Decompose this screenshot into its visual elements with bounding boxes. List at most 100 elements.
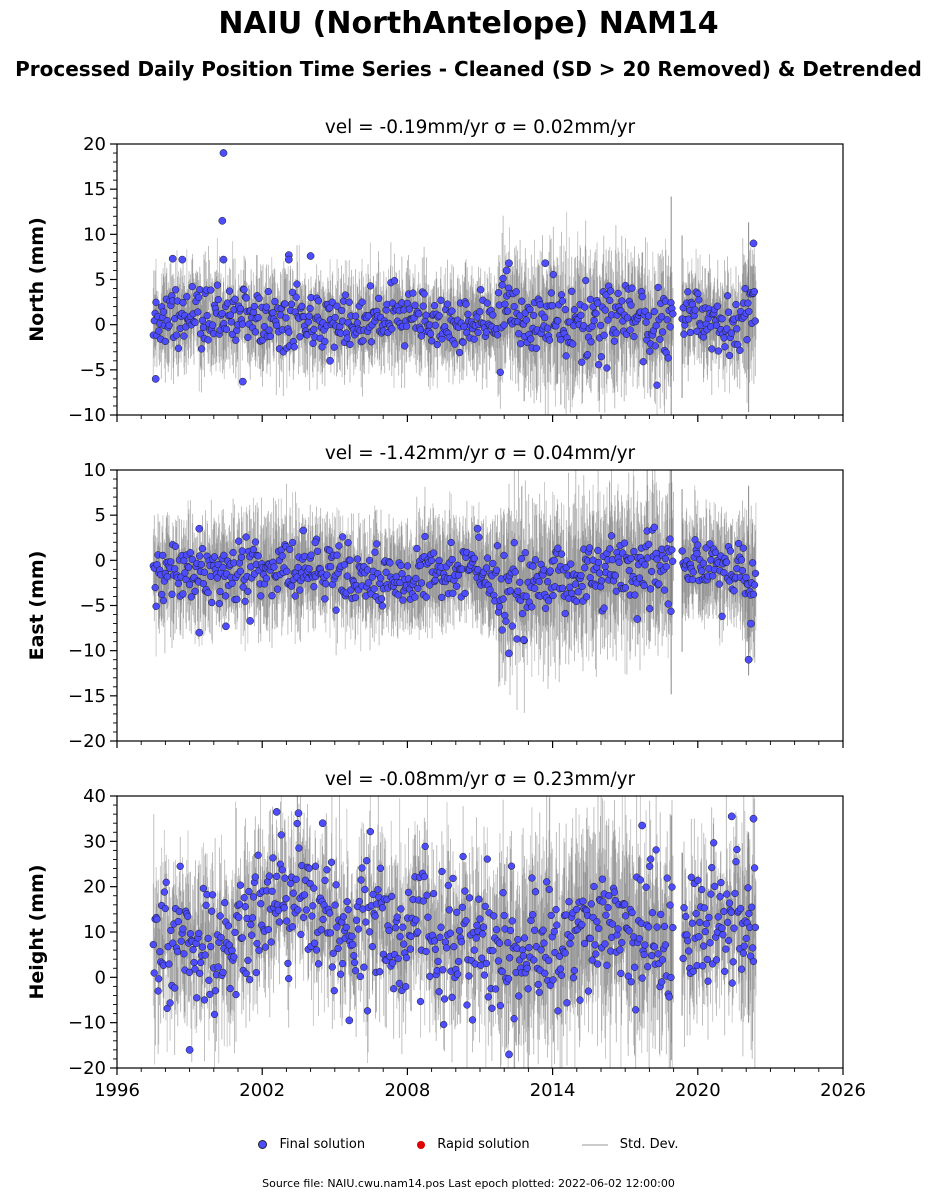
- data-point: [310, 583, 318, 591]
- data-point: [449, 589, 457, 597]
- data-point: [198, 544, 207, 553]
- y-axis-label-east: East (mm): [26, 551, 48, 661]
- data-point: [561, 305, 569, 314]
- data-point: [686, 328, 695, 337]
- data-point: [620, 539, 629, 547]
- data-point: [529, 311, 538, 320]
- data-point: [237, 553, 246, 561]
- data-point: [161, 337, 169, 346]
- data-point: [572, 597, 581, 606]
- data-point: [512, 288, 520, 296]
- data-point: [522, 316, 530, 324]
- data-point: [416, 561, 425, 569]
- outlier-point: [744, 655, 753, 664]
- data-point: [159, 551, 167, 560]
- data-point: [741, 284, 749, 293]
- data-point: [678, 547, 686, 555]
- data-point: [712, 321, 721, 330]
- data-point: [535, 577, 543, 586]
- data-point: [241, 597, 249, 606]
- data-point: [669, 557, 677, 565]
- data-point: [601, 562, 609, 571]
- data-point: [415, 310, 423, 318]
- data-point: [658, 328, 667, 336]
- data-point: [359, 337, 367, 345]
- data-point: [216, 587, 224, 596]
- data-point: [420, 290, 428, 298]
- data-point: [531, 556, 540, 564]
- data-point: [470, 554, 479, 563]
- outlier-point: [541, 259, 550, 268]
- outlier-point: [195, 628, 204, 637]
- data-point: [210, 553, 219, 561]
- data-point: [213, 281, 222, 289]
- data-point: [196, 330, 205, 338]
- data-point: [435, 556, 443, 565]
- y-tick-label: 10: [83, 460, 106, 481]
- data-point: [680, 330, 688, 338]
- data-point: [238, 547, 246, 555]
- data-point: [240, 286, 248, 294]
- data-point: [483, 299, 491, 307]
- data-point: [723, 292, 732, 300]
- data-point: [231, 295, 239, 303]
- data-point: [597, 577, 606, 585]
- data-point: [664, 600, 672, 608]
- data-point: [370, 585, 378, 593]
- data-point: [709, 572, 717, 580]
- outlier-point: [306, 252, 315, 260]
- data-point: [194, 308, 202, 316]
- data-point: [723, 325, 731, 333]
- data-point: [405, 305, 414, 313]
- data-point: [661, 554, 670, 563]
- data-point: [272, 321, 281, 330]
- data-point: [554, 544, 562, 552]
- data-point: [568, 589, 576, 598]
- data-point: [695, 296, 703, 304]
- data-point: [213, 574, 221, 582]
- data-point: [722, 558, 731, 566]
- data-point: [386, 559, 394, 567]
- data-point: [522, 592, 530, 600]
- data-point: [286, 545, 294, 554]
- outlier-point: [505, 649, 513, 658]
- data-point: [508, 622, 516, 630]
- data-point: [498, 626, 506, 634]
- data-point: [171, 286, 180, 294]
- data-point: [499, 274, 507, 283]
- panel-north: −10 −5 0 5 10 15 20 vel = -0.19mm/yr σ = 0.02mm…: [26, 117, 844, 426]
- data-point: [750, 287, 759, 296]
- data-point: [233, 595, 241, 603]
- data-point: [167, 558, 175, 566]
- data-point: [373, 540, 381, 548]
- outlier-point: [246, 617, 254, 625]
- data-point: [501, 300, 509, 308]
- data-point: [366, 282, 375, 290]
- data-point: [526, 305, 534, 314]
- data-point: [684, 288, 692, 296]
- data-point: [412, 574, 420, 583]
- data-point: [708, 345, 716, 353]
- data-point: [641, 561, 649, 569]
- data-point: [745, 307, 753, 316]
- data-point: [545, 336, 554, 344]
- data-point: [375, 294, 383, 303]
- data-point: [195, 552, 204, 560]
- data-point: [594, 546, 602, 555]
- data-point: [371, 548, 379, 556]
- outlier-point: [326, 356, 334, 365]
- data-point: [244, 333, 252, 342]
- data-point: [667, 607, 675, 615]
- data-point: [606, 287, 615, 295]
- data-point: [310, 325, 318, 334]
- data-point: [328, 298, 336, 306]
- data-point: [413, 544, 421, 553]
- data-point: [236, 567, 245, 575]
- outlier-point: [311, 538, 320, 547]
- data-point: [711, 548, 720, 557]
- data-point: [660, 586, 669, 594]
- data-point: [225, 287, 234, 295]
- data-point: [264, 287, 272, 296]
- data-point: [527, 335, 535, 343]
- data-point: [733, 325, 741, 333]
